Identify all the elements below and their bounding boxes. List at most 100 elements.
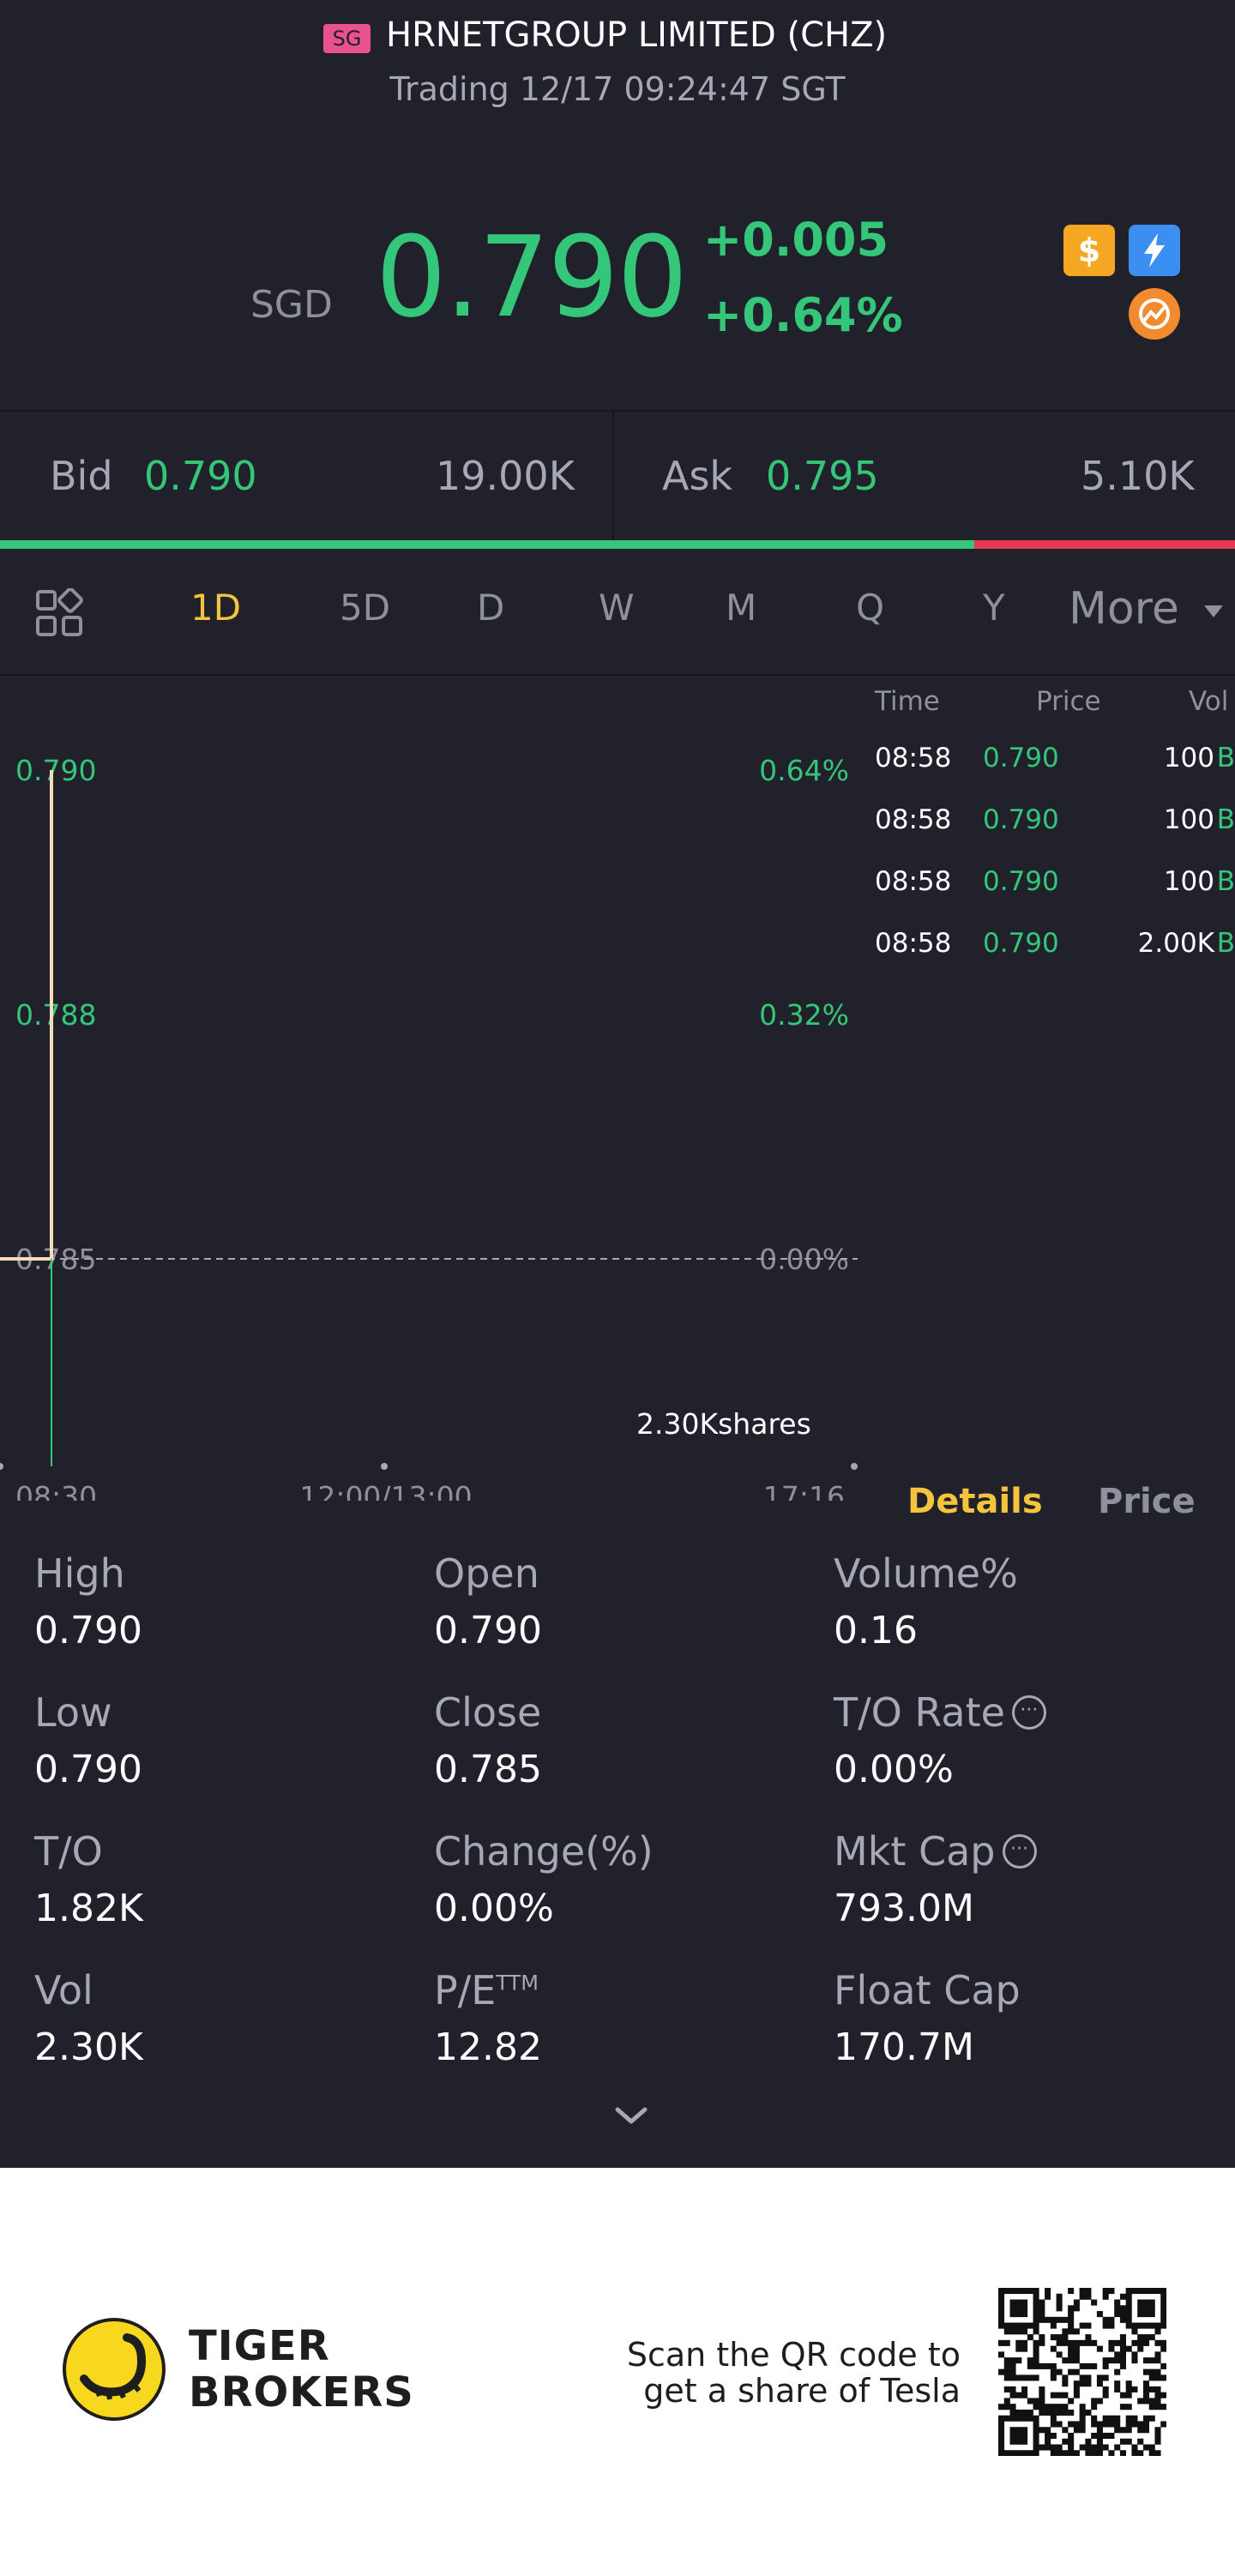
brand-name-line2: BROKERS [189,2368,414,2417]
tiger-logo [63,2318,166,2421]
bid-size: 19.00K [436,453,575,499]
stat-high-label: High [34,1550,125,1597]
bid-label: Bid [50,453,113,499]
stat-change-pct-label: Change(%) [434,1828,654,1875]
divider [612,412,614,542]
y-axis-tick-label: 0.790 [15,754,96,787]
stock-detail-screen: SG HRNETGROUP LIMITED (CHZ) Trading 12/1… [0,0,1235,2168]
stat-float-cap-value: 170.7M [834,2025,974,2069]
last-price: 0.790 [376,212,688,342]
chevron-down-icon[interactable] [612,2103,650,2128]
tab-week[interactable]: W [599,587,635,629]
stat-high-value: 0.790 [34,1609,142,1652]
ticks-header-time: Time [875,686,940,717]
ticks-header-vol: Vol [1189,686,1229,717]
tick-price: 0.790 [983,866,1059,897]
tick-side: B [1216,928,1235,959]
x-axis-tick-label: 12:00/13:00 [299,1480,472,1501]
ask-size: 5.10K [1081,453,1195,499]
market-badge: SG [323,24,370,53]
tick-price: 0.790 [983,743,1059,773]
price-change-percent: +0.64% [703,288,903,342]
tick-row: 08:58 0.790 100 B [875,804,1235,866]
divider [0,410,1235,412]
x-axis-tick-label: 17:16 [763,1480,845,1501]
caret-down-icon[interactable] [1204,605,1223,617]
tick-volume: 100 [1163,743,1214,773]
info-icon[interactable]: ··· [1011,1694,1046,1730]
stat-to-rate-value: 0.00% [834,1748,954,1791]
intraday-chart[interactable]: 0.790 0.64%0.788 0.32%0.785 0.00%2.30Kshare… [0,677,866,1501]
ask-ratio-bar [974,540,1235,549]
stat-vol-label: Vol [34,1967,93,2013]
tick-row: 08:58 0.790 100 B [875,866,1235,928]
stat-volume-pct-value: 0.16 [834,1609,918,1652]
stat-to-value: 1.82K [34,1887,143,1930]
tick-time: 08:58 [875,866,952,897]
y-axis-right-tick-label: 0.32% [759,998,849,1032]
tick-time: 08:58 [875,743,952,773]
stat-float-cap-label: Float Cap [834,1967,1021,2013]
tick-row: 08:58 0.790 2.00K B [875,928,1235,990]
stat-open-label: Open [434,1550,539,1597]
promo-text-line2: get a share of Tesla [643,2372,961,2410]
tick-volume: 2.00K [1137,928,1214,959]
tick-side: B [1216,804,1235,835]
x-axis-tick-label: 08:30 [15,1480,97,1501]
stat-pe-superscript: TTM [496,1971,539,1995]
stat-to-rate: T/O Rate ··· [834,1689,1046,1736]
tab-year[interactable]: Y [983,587,1005,629]
stat-volume-pct-label: Volume% [834,1550,1018,1597]
stat-to-label: T/O [34,1828,103,1875]
stat-pe-label: P/E [434,1967,497,2013]
x-axis-dot [0,1463,3,1470]
x-axis-dot [381,1463,388,1470]
tab-day[interactable]: D [477,587,505,629]
divider [0,674,1235,676]
tick-price: 0.790 [983,928,1059,959]
stat-to-rate-label: T/O Rate [834,1689,1005,1736]
stat-mkt-cap-label: Mkt Cap [834,1828,996,1875]
y-axis-right-tick-label: 0.64% [759,754,849,787]
bid-price: 0.790 [144,453,257,499]
stat-pe-value: 12.82 [434,2025,542,2069]
ask-label: Ask [662,453,733,499]
dollar-icon[interactable]: $ [1063,225,1115,276]
currency-label: SGD [250,283,333,327]
tick-volume: 100 [1163,804,1214,835]
stat-close-value: 0.785 [434,1748,542,1791]
stat-low-value: 0.790 [34,1748,142,1791]
tick-side: B [1216,866,1235,897]
tick-price: 0.790 [983,804,1059,835]
margin-icon[interactable] [1129,288,1180,340]
stat-mkt-cap-value: 793.0M [834,1887,974,1930]
x-axis-dot [851,1463,858,1470]
info-icon[interactable]: ··· [1002,1833,1037,1869]
stat-low-label: Low [34,1689,112,1736]
tick-time: 08:58 [875,928,952,959]
tab-5d[interactable]: 5D [340,587,391,629]
trading-status: Trading 12/17 09:24:47 SGT [389,70,846,108]
promo-text-line1: Scan the QR code to [626,2336,961,2374]
flash-icon[interactable] [1129,225,1180,276]
qr-code[interactable] [998,2288,1166,2456]
tab-price[interactable]: Price [1098,1482,1196,1521]
ticks-header-price: Price [1036,686,1101,717]
stat-open-value: 0.790 [434,1609,542,1652]
tab-more[interactable]: More [1069,583,1179,635]
stat-mkt-cap: Mkt Cap ··· [834,1828,1037,1875]
stat-pe: P/ETTM [434,1967,539,2013]
y-axis-tick-label: 0.788 [15,998,96,1032]
tab-month[interactable]: M [726,587,757,629]
brand-name-line1: TIGER [189,2322,330,2370]
stat-close-label: Close [434,1689,542,1736]
tab-quarter[interactable]: Q [856,587,885,629]
tick-volume: 100 [1163,866,1214,897]
price-change: +0.005 [703,213,889,267]
tick-row: 08:58 0.790 100 B [875,743,1235,804]
tab-1d[interactable]: 1D [190,587,242,629]
volume-label: 2.30Kshares [636,1407,811,1441]
chart-indicators-icon[interactable] [34,588,86,640]
tab-details[interactable]: Details [907,1482,1043,1521]
stat-vol-value: 2.30K [34,2025,143,2069]
